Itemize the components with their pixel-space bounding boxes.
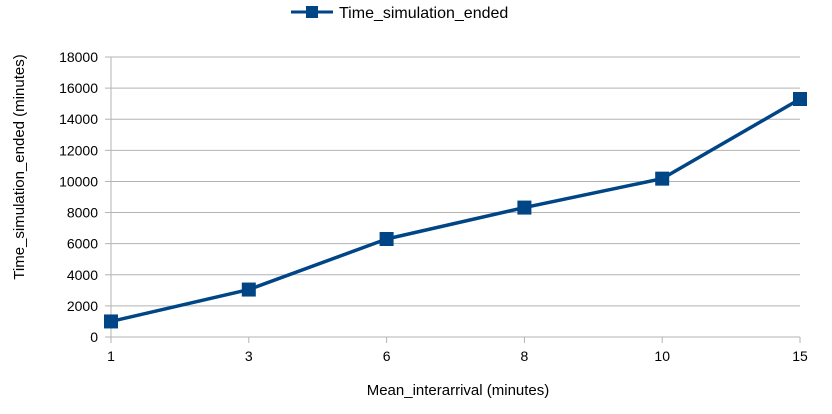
series-line [110,97,801,324]
y-tick-label: 4000 [67,267,98,283]
y-axis-ticks: 0 2000 4000 6000 8000 10000 12000 14000 16000 180… [59,49,111,345]
y-tick-label: 6000 [67,236,98,252]
data-point-marker [517,200,532,215]
x-tick-label: 8 [521,348,529,364]
x-tick-label: 10 [654,348,670,364]
grid-lines [111,56,800,307]
x-tick-label: 1 [107,348,115,364]
x-tick-label: 15 [792,348,808,364]
data-point-marker [241,282,256,297]
data-point-marker [793,92,807,106]
y-tick-label: 18000 [59,49,98,65]
y-tick-label: 14000 [59,111,98,127]
y-tick-label: 12000 [59,142,98,158]
x-tick-label: 6 [383,348,391,364]
data-point-marker [379,232,394,246]
legend: Time_simulation_ended [291,5,508,22]
data-point-marker [655,171,670,186]
data-point-marker [104,314,118,329]
x-axis-title: Mean_interarrival (minutes) [367,382,550,399]
y-tick-label: 16000 [59,80,98,96]
x-tick-label: 3 [245,348,253,364]
y-tick-label: 0 [90,329,98,345]
y-tick-label: 2000 [67,298,98,314]
y-tick-label: 10000 [59,173,98,189]
series-layer [104,92,807,329]
y-tick-label: 8000 [67,205,98,221]
legend-marker-swatch [306,6,318,18]
x-axis-ticks: 1 3 6 8 10 15 [107,337,808,364]
y-axis-title: Time_simulation_ended (minutes) [11,54,28,279]
legend-label: Time_simulation_ended [339,5,508,22]
